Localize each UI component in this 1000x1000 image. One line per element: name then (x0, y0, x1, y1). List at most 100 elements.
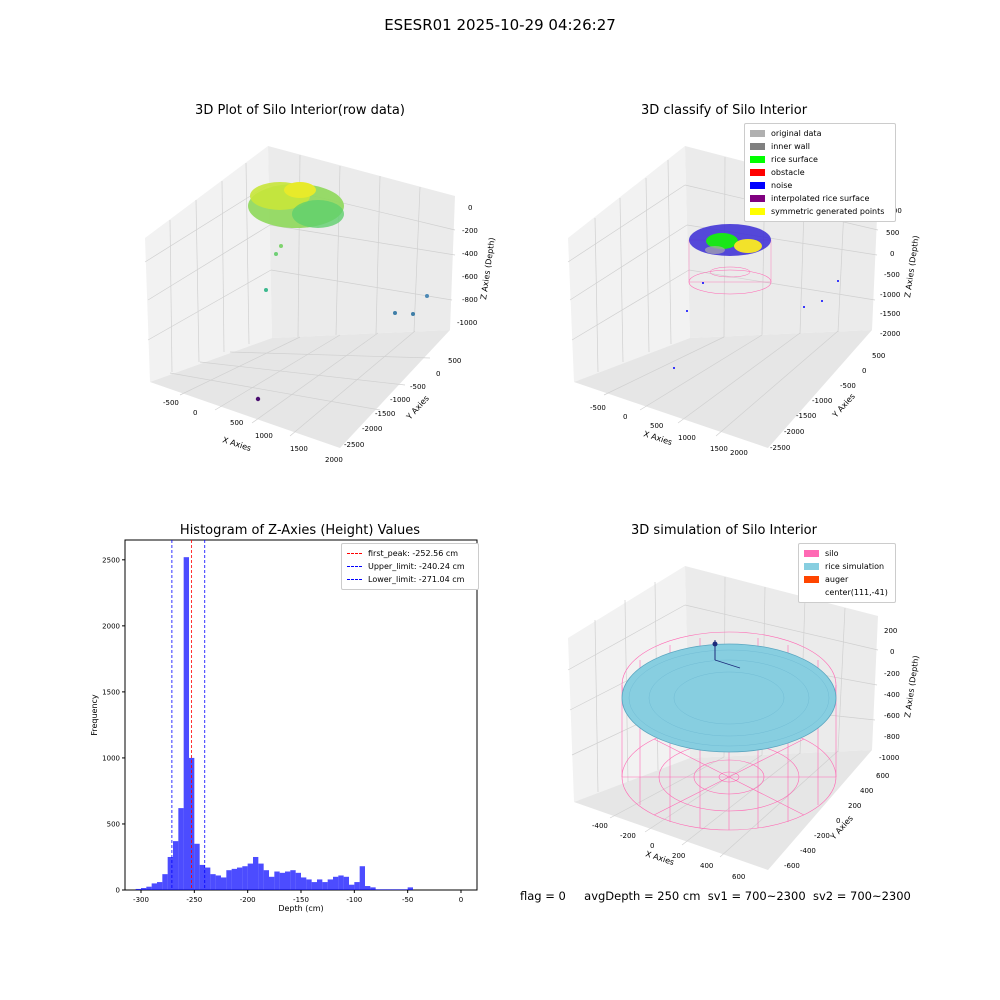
raw-x-tick: -500 (163, 399, 179, 407)
classify-z-tick: -1500 (880, 310, 900, 318)
classify-x-tick: 2000 (730, 449, 748, 457)
histogram-bar (274, 871, 280, 890)
histogram-bar (349, 884, 355, 890)
histogram-axes-frame (124, 539, 478, 891)
histogram-bar (343, 876, 349, 890)
legend-item: original data (750, 127, 890, 140)
histogram-bar (146, 886, 152, 890)
classify-x-tick: 1000 (678, 434, 696, 442)
simulation-y-tick: -600 (784, 862, 800, 870)
simulation-z-tick: 200 (884, 627, 897, 635)
histogram-bar (263, 870, 269, 890)
simulation-x-tick: -200 (620, 832, 636, 840)
legend-item: obstacle (750, 166, 890, 179)
histogram-bar (162, 874, 168, 890)
histogram-bar (317, 879, 323, 890)
histogram-y-tick: 1500 (102, 688, 120, 696)
classify-plot-title: 3D classify of Silo Interior (640, 103, 808, 118)
histogram-bar (365, 886, 371, 890)
raw-y-ticks: 500 0 -500 -1000 -1500 -2000 -2500 (344, 357, 461, 449)
legend-label: interpolated rice surface (771, 194, 870, 203)
classify-y-tick: -1000 (812, 397, 832, 405)
histogram-bar (370, 887, 376, 890)
histogram-y-ticks: 0 500 1000 1500 2000 2500 (102, 556, 125, 895)
histogram-bar (194, 843, 200, 890)
simulation-z-tick: -1000 (879, 754, 899, 762)
classify-y-label: Y Axies (830, 392, 857, 420)
legend-swatch (750, 130, 765, 137)
simulation-z-ticks: 200 0 -200 -400 -600 -800 -1000 (879, 627, 900, 762)
legend-item: silo (804, 547, 890, 560)
simulation-rice-surface (621, 643, 837, 753)
simulation-plot-title: 3D simulation of Silo Interior (631, 523, 817, 538)
histogram-bar (295, 872, 301, 890)
figure-title: ESESR01 2025-10-29 04:26:27 (384, 16, 616, 34)
legend-item: center(111,-41) (804, 586, 890, 599)
histogram-bar (333, 876, 339, 890)
raw-z-tick: -200 (462, 227, 478, 235)
histogram-y-tick: 0 (116, 887, 120, 895)
histogram-bar (210, 874, 216, 890)
legend-swatch (750, 143, 765, 150)
legend-label: symmetric generated points (771, 207, 885, 216)
legend-label: rice simulation (825, 562, 885, 571)
legend-label: center(111,-41) (825, 588, 888, 597)
histogram-bar (242, 866, 248, 890)
classify-z-tick: -1000 (880, 291, 900, 299)
legend-label: Upper_limit: -240.24 cm (368, 562, 465, 571)
classify-x-tick: 0 (623, 413, 627, 421)
histogram-bar (290, 870, 296, 890)
raw-x-tick: 2000 (325, 456, 343, 464)
classify-z-tick: 0 (890, 250, 894, 258)
classify-x-label: X Axies (642, 429, 673, 447)
legend-item: Lower_limit: -271.04 cm (347, 573, 473, 586)
histogram-bar (215, 875, 221, 890)
histogram-x-tick: -150 (293, 896, 309, 904)
histogram-bar (221, 877, 227, 890)
histogram-bar (301, 877, 307, 890)
simulation-x-tick: -400 (592, 822, 608, 830)
legend-item: rice simulation (804, 560, 890, 573)
legend-swatch (804, 576, 819, 583)
simulation-x-tick: 400 (700, 862, 713, 870)
raw-x-tick: 1000 (255, 432, 273, 440)
raw-z-tick: -800 (462, 296, 478, 304)
classify-z-label: Z Axies (Depth) (903, 235, 921, 298)
classify-legend: original data inner wall rice surface ob… (744, 123, 896, 222)
histogram-bar (285, 871, 291, 890)
histogram-bar (231, 868, 237, 890)
legend-swatch (750, 182, 765, 189)
raw-y-tick: -1500 (375, 410, 395, 418)
raw-y-tick: -500 (410, 383, 426, 391)
legend-swatch (347, 566, 362, 567)
raw-x-tick: 500 (230, 419, 243, 427)
simulation-y-tick: -400 (800, 847, 816, 855)
raw-point-cloud (248, 182, 429, 402)
histogram-bars (135, 557, 413, 890)
histogram-bar (135, 888, 141, 890)
histogram-bar (269, 876, 275, 890)
classify-3d-plot: -500 0 500 1000 1500 2000 X Axies 500 0 … (567, 146, 921, 457)
simulation-y-tick: 200 (848, 802, 861, 810)
legend-label: rice surface (771, 155, 818, 164)
legend-item: rice surface (750, 153, 890, 166)
legend-label: original data (771, 129, 822, 138)
histogram-bar (407, 887, 413, 890)
histogram-bar (354, 882, 360, 890)
simulation-y-label: Y Axies (828, 814, 855, 842)
raw-plot-title: 3D Plot of Silo Interior(row data) (195, 103, 405, 118)
status-line: flag = 0 avgDepth = 250 cm sv1 = 700~230… (520, 889, 911, 903)
histogram-vlines (171, 540, 206, 890)
legend-label: silo (825, 549, 839, 558)
simulation-y-tick: 600 (876, 772, 889, 780)
status-sv1: sv1 = 700~2300 (707, 889, 806, 903)
classify-y-ticks: 500 0 -500 -1000 -1500 -2000 -2500 (770, 352, 885, 452)
histogram-bar (381, 889, 387, 890)
raw-x-tick: 1500 (290, 445, 308, 453)
status-avg-depth: avgDepth = 250 cm (584, 889, 701, 903)
histogram-x-tick: -200 (240, 896, 256, 904)
histogram-bar (306, 879, 312, 890)
legend-label: noise (771, 181, 793, 190)
histogram-bar (375, 889, 381, 890)
histogram-y-tick: 2500 (102, 556, 120, 564)
